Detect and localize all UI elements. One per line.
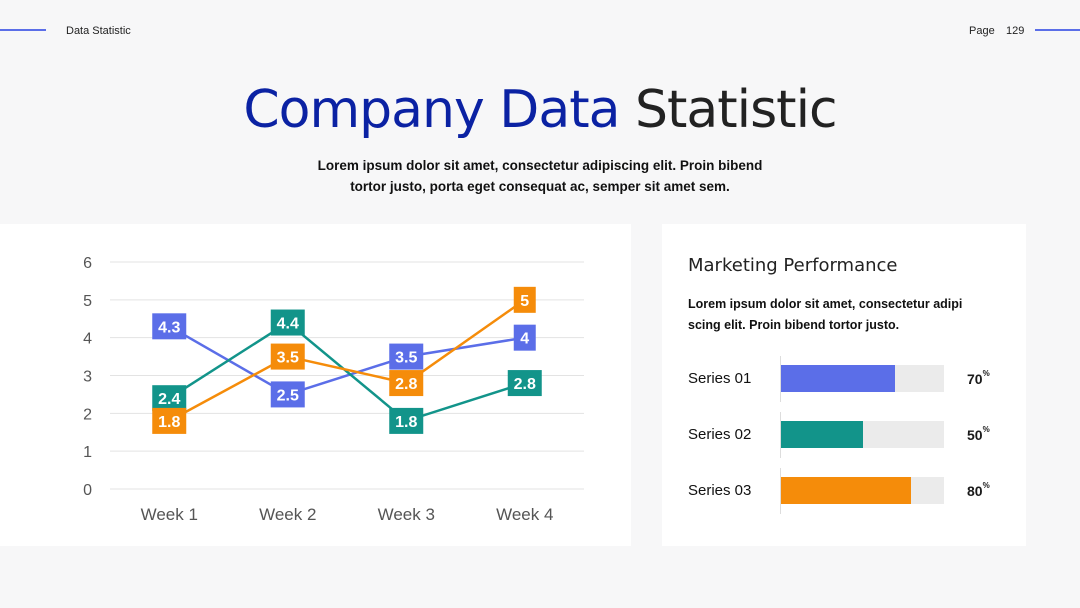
y-tick-label: 0: [83, 482, 92, 499]
data-label-box: [389, 407, 424, 434]
page-title: Company Data Statistic: [0, 80, 1080, 140]
y-tick-label: 1: [83, 444, 92, 461]
data-label-box: [152, 407, 187, 434]
bar-label: Series 03: [688, 482, 752, 499]
y-tick-label: 2: [83, 406, 92, 423]
y-tick-label: 5: [83, 293, 92, 310]
bar-track: [781, 421, 944, 448]
data-label-box: [152, 385, 187, 412]
data-label: 1.8: [395, 414, 417, 431]
header-section-label: Data Statistic: [66, 25, 131, 37]
y-tick-label: 4: [83, 331, 92, 348]
header-right-line: [1035, 29, 1080, 31]
bar-axis: [780, 468, 781, 514]
header-page-number: 129: [1006, 25, 1025, 37]
data-point: 3.5: [270, 343, 305, 370]
data-label-box: [507, 370, 542, 397]
bar-label: Series 02: [688, 426, 752, 443]
header-page-label: Page: [969, 25, 995, 37]
data-label: 2.8: [395, 376, 417, 393]
bar-percent-unit: %: [982, 481, 990, 490]
data-point: 1.8: [152, 407, 187, 434]
data-label: 4.3: [158, 319, 180, 336]
data-label: 1.8: [158, 414, 180, 431]
bar-label: Series 01: [688, 370, 752, 387]
bar-row-series-02: Series 02 50%: [662, 412, 1026, 458]
bar-row-series-01: Series 01 70%: [662, 356, 1026, 402]
data-label-box: [513, 324, 536, 351]
data-point: 3.5: [389, 343, 424, 370]
y-tick-label: 3: [83, 369, 92, 386]
bar-percent-unit: %: [982, 425, 990, 434]
data-label: 3.5: [277, 350, 299, 367]
page-title-highlight: Company Data: [243, 80, 620, 140]
bar-row-series-03: Series 03 80%: [662, 468, 1026, 514]
series-line: [168, 298, 526, 422]
data-label-box: [270, 309, 305, 336]
series-line: [168, 320, 526, 423]
x-tick-label: Week 3: [378, 505, 435, 524]
x-tick-label: Week 4: [496, 505, 553, 524]
data-label: 2.5: [277, 387, 299, 404]
x-tick-label: Week 2: [259, 505, 316, 524]
data-label: 5: [520, 293, 529, 310]
page-title-rest: Statistic: [634, 80, 838, 140]
data-label-box: [270, 343, 305, 370]
data-label: 2.4: [158, 391, 180, 408]
data-label-box: [270, 381, 305, 408]
data-point: 2.8: [507, 370, 542, 397]
data-point: 2.8: [389, 370, 424, 397]
data-label: 2.8: [514, 376, 536, 393]
page-subtitle: Lorem ipsum dolor sit amet, consectetur …: [317, 158, 763, 194]
bar-percent: 80%: [967, 481, 990, 499]
bar-axis: [780, 356, 781, 402]
marketing-panel: Marketing Performance Lorem ipsum dolor …: [662, 224, 1026, 546]
data-label-box: [513, 286, 536, 313]
bar-fill: [781, 365, 896, 392]
line-chart: 0 1 2 3 4 5 6 Week 1 Week 2 Week 3 Week 4 4.3 2.5 3.5…: [83, 255, 584, 524]
data-label-box: [389, 343, 424, 370]
data-label: 4.4: [277, 316, 299, 333]
data-point: 2.4: [152, 385, 187, 412]
x-tick-label: Week 1: [141, 505, 198, 524]
bar-fill: [781, 477, 912, 504]
data-point: 4.3: [152, 313, 187, 340]
data-label-box: [389, 370, 424, 397]
bar-percent-value: 80: [967, 483, 983, 499]
chart-panel: 0 1 2 3 4 5 6 Week 1 Week 2 Week 3 Week 4 4.3 2.5 3.5…: [0, 224, 631, 546]
bar-percent: 70%: [967, 369, 990, 387]
data-point: 1.8: [389, 407, 424, 434]
bar-percent: 50%: [967, 425, 990, 443]
y-tick-label: 6: [83, 255, 92, 272]
data-point: 4: [513, 324, 536, 351]
data-point: 4.4: [270, 309, 305, 336]
bar-axis: [780, 412, 781, 458]
bar-percent-value: 70: [967, 371, 983, 387]
bar-percent-value: 50: [967, 427, 983, 443]
bar-percent-unit: %: [982, 369, 990, 378]
data-label: 4: [520, 331, 529, 348]
header-left-line: [0, 29, 46, 31]
marketing-description: Lorem ipsum dolor sit amet, consectetur …: [688, 297, 963, 332]
data-label: 3.5: [395, 350, 417, 367]
bar-fill: [781, 421, 863, 448]
marketing-title: Marketing Performance: [688, 255, 898, 276]
bar-track: [781, 477, 944, 504]
data-label-box: [152, 313, 187, 340]
data-point: 2.5: [270, 381, 305, 408]
data-point: 5: [513, 286, 536, 313]
bar-track: [781, 365, 944, 392]
